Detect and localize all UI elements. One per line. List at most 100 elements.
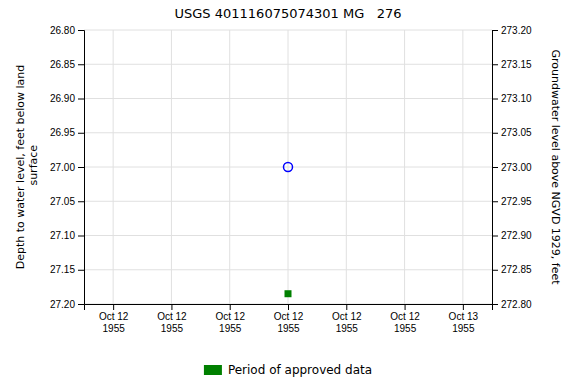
legend-item: Period of approved data: [204, 363, 372, 377]
y2-axis-line: [493, 31, 499, 305]
y-tick-label: 26.95: [50, 127, 75, 138]
grid-line-y: [84, 132, 492, 133]
y2-tick-mark: [492, 201, 498, 202]
point: [284, 163, 293, 172]
x-tick: Oct 131955: [449, 304, 479, 334]
y-tick: 26.90: [50, 93, 84, 104]
y2-tick-label: 272.80: [501, 299, 532, 310]
grid-line-y: [84, 30, 492, 31]
y2-tick: 272.80: [492, 299, 532, 310]
y2-tick-label: 273.05: [501, 127, 532, 138]
y-tick-label: 27.20: [50, 299, 75, 310]
y2-tick: 273.00: [492, 162, 532, 173]
x-tick-label: Oct 131955: [449, 311, 479, 334]
x-tick-label: Oct 121955: [390, 311, 420, 334]
y-tick-label: 26.80: [50, 25, 75, 36]
x-axis: Oct 121955Oct 121955Oct 121955Oct 121955…: [85, 304, 493, 334]
text-line: Oct 12: [215, 311, 245, 322]
text-line: Oct 12: [157, 311, 187, 322]
y-tick-label: 26.90: [50, 93, 75, 104]
y2-tick-label: 273.20: [501, 25, 532, 36]
text-line: Oct 12: [332, 311, 362, 322]
y-tick: 26.85: [50, 59, 84, 70]
x-tick-mark: [171, 304, 172, 310]
text-line: 1955: [161, 323, 184, 334]
x-tick-label: Oct 121955: [215, 311, 245, 334]
y2-tick-label: 273.00: [501, 162, 532, 173]
y2-tick-label: 273.10: [501, 93, 532, 104]
y-tick-label: 26.85: [50, 59, 75, 70]
y-tick: 27.00: [50, 162, 84, 173]
series: [285, 290, 292, 297]
chart: Oct 121955Oct 121955Oct 121955Oct 121955…: [0, 0, 576, 384]
y-tick-mark: [78, 236, 84, 237]
title: USGS 401116075074301 MG 276: [175, 6, 402, 21]
x-tick-label: Oct 121955: [99, 311, 129, 334]
x-tick-label: Oct 121955: [157, 311, 187, 334]
y-tick-mark: [78, 99, 84, 100]
y2-tick: 273.05: [492, 127, 532, 138]
legend-swatch: [204, 365, 222, 375]
y2-tick-mark: [492, 167, 498, 168]
x-tick-mark: [113, 304, 114, 310]
text-line: Oct 12: [99, 311, 129, 322]
y2-tick-mark: [492, 304, 498, 305]
y2-tick-mark: [492, 133, 498, 134]
grid-line-y: [84, 167, 492, 168]
x-tick-mark: [463, 304, 464, 310]
x-tick-mark: [346, 304, 347, 310]
y-tick: 27.20: [50, 299, 84, 310]
text-line: Oct 13: [449, 311, 479, 322]
y2-tick-mark: [492, 64, 498, 65]
grid: [84, 30, 492, 304]
text-line: Oct 12: [390, 311, 420, 322]
grid-line-y: [84, 98, 492, 99]
x-tick: Oct 121955: [215, 304, 245, 334]
y2-tick: 273.20: [492, 25, 532, 36]
x-axis-line: [85, 305, 493, 311]
x-tick: Oct 121955: [390, 304, 420, 334]
text-line: surface: [27, 145, 40, 189]
y-tick-mark: [78, 30, 84, 31]
y2-axis-label: Groundwater level above NGVD 1929, feet: [549, 49, 562, 285]
x-tick: Oct 121955: [274, 304, 304, 334]
x-tick: Oct 121955: [332, 304, 362, 334]
x-tick-label: Oct 121955: [332, 311, 362, 334]
marks: [284, 163, 293, 298]
y-tick-mark: [78, 304, 84, 305]
grid-line-y: [84, 201, 492, 202]
y-tick-mark: [78, 133, 84, 134]
y2-tick: 273.15: [492, 59, 532, 70]
y2-tick-mark: [492, 30, 498, 31]
x-tick-mark: [230, 304, 231, 310]
y2-tick-label: 273.15: [501, 59, 532, 70]
y-tick-label: 27.00: [50, 162, 75, 173]
text-line: 1955: [336, 323, 359, 334]
text-line: 1955: [103, 323, 126, 334]
plot-area: Oct 121955Oct 121955Oct 121955Oct 121955…: [50, 25, 532, 334]
y-tick-label: 27.05: [50, 196, 75, 207]
x-tick-label: Oct 121955: [274, 311, 304, 334]
text-line: Depth to water level, feet below land: [14, 65, 27, 270]
text-line: Oct 12: [274, 311, 304, 322]
y-tick-mark: [78, 64, 84, 65]
y-tick-label: 27.10: [50, 230, 75, 241]
y2-tick-label: 272.95: [501, 196, 532, 207]
y-axis: 26.8026.8526.9026.9527.0027.0527.1027.15…: [50, 25, 85, 310]
y2-tick: 273.10: [492, 93, 532, 104]
y2-tick-mark: [492, 236, 498, 237]
y2-tick-label: 272.90: [501, 230, 532, 241]
text-line: 1955: [219, 323, 242, 334]
x-tick: Oct 121955: [99, 304, 129, 334]
x-tick-mark: [405, 304, 406, 310]
y-tick: 26.95: [50, 127, 84, 138]
y2-tick: 272.90: [492, 230, 532, 241]
legend-label: Period of approved data: [228, 363, 372, 377]
y-axis-line: [78, 31, 85, 305]
y-tick: 26.80: [50, 25, 84, 36]
text-line: 1955: [394, 323, 417, 334]
y-tick-mark: [78, 201, 84, 202]
grid-line-y: [84, 64, 492, 65]
x-tick-mark: [288, 304, 289, 310]
grid-line-y: [84, 235, 492, 236]
